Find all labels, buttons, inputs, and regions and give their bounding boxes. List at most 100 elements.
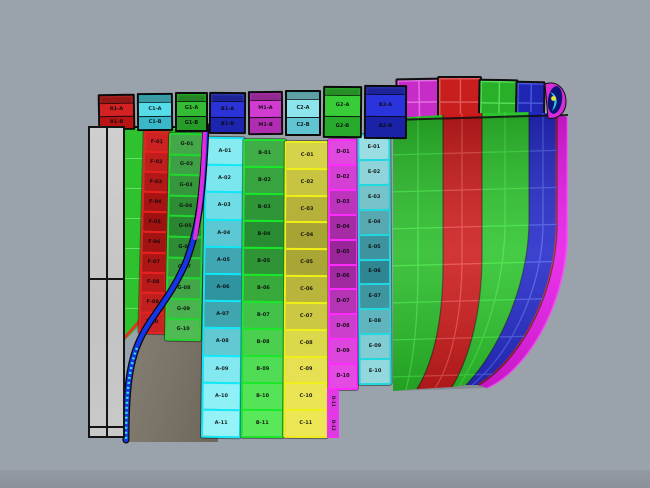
plate-yellow-7[interactable]: C-07 [285,301,327,329]
plate-cyan-3[interactable]: A-03 [205,191,243,219]
plate-green1-7[interactable]: G-07 [168,256,201,278]
plate-cyan-11[interactable]: A-11 [202,408,240,437]
plate-red-5[interactable]: F-05 [143,211,167,232]
strake-red[interactable] [417,113,482,389]
box-cell-fb2-2[interactable]: C1-B [139,115,172,130]
plate-yellow-3[interactable]: C-03 [286,194,328,222]
plate-yellow-4[interactable]: C-04 [286,221,328,249]
box-cell-fb8-1[interactable]: B2-A [365,94,406,116]
plate-red-2[interactable]: F-02 [144,150,169,172]
plate-green1-8[interactable]: G-08 [167,276,201,299]
plate-green1-3[interactable]: G-03 [169,173,203,196]
plate-green1-9[interactable]: G-09 [167,297,200,319]
plate-yellow-10[interactable]: C-10 [285,382,327,410]
plate-yellow-11[interactable]: C-11 [285,409,327,437]
plate-teal-7[interactable]: E-07 [360,283,390,309]
plate-teal-4[interactable]: E-04 [359,208,389,234]
plate-teal-8[interactable]: E-08 [360,308,390,334]
strake-edge-magenta[interactable] [479,114,567,388]
strake-blue[interactable] [466,112,557,385]
plate-cyan-8[interactable]: A-08 [204,327,241,355]
plate-cyan-10[interactable]: A-10 [203,381,240,410]
plate-green2-11[interactable]: B-11 [242,408,282,437]
plate-magenta-8[interactable]: D-08 [330,313,356,339]
plate-teal-2[interactable]: E-02 [359,158,389,184]
plate-red-7[interactable]: F-07 [141,251,166,272]
top-box-pale-cyan[interactable]: C2-A C2-B [285,90,321,136]
plate-green1-1[interactable]: G-01 [170,134,204,154]
back-panel-red[interactable] [437,76,482,150]
plate-yellow-8[interactable]: C-08 [285,328,327,356]
back-panel-green[interactable] [477,78,519,148]
plate-magenta-7[interactable]: D-07 [330,288,356,314]
box-cell-fb7-2[interactable]: G2-B [324,115,360,137]
plate-magenta-10[interactable]: D-10 [330,363,356,389]
box-cell-fb6-1[interactable]: C2-A [287,100,319,117]
edge-strip-cell-2[interactable]: D-12 [328,413,338,437]
plate-teal-1[interactable]: E-01 [359,135,389,159]
box-cell-fb8-2[interactable]: B2-B [365,115,405,138]
plate-column-teal[interactable]: E-01 E-02 E-03 E-04 E-05 E-06 E-07 E-08 E-09 E-10 [356,132,393,387]
box-cell-fb1-1[interactable]: R1-A [99,103,134,116]
plate-green1-6[interactable]: G-06 [168,235,202,257]
plate-teal-6[interactable]: E-06 [359,258,390,284]
plate-cyan-4[interactable]: A-04 [205,218,242,247]
box-cell-fb4-1[interactable]: B1-A [210,101,245,117]
box-cell-fb5-2[interactable]: M1-B [250,116,282,134]
flat-plate-panel[interactable] [88,126,125,438]
plate-red-8[interactable]: F-08 [141,271,165,293]
plate-red-4[interactable]: F-04 [143,190,168,212]
plate-cyan-7[interactable]: A-07 [204,299,241,328]
plate-green1-5[interactable]: G-05 [169,215,202,237]
plate-teal-9[interactable]: E-09 [360,333,390,359]
plate-column-cyan[interactable]: A-01 A-02 A-03 A-04 A-05 A-06 A-07 A-08 A-09 A-10… [199,135,247,440]
plate-magenta-6[interactable]: D-06 [330,263,356,289]
plate-magenta-3[interactable]: D-03 [330,188,356,214]
plate-green1-10[interactable]: G-10 [166,317,200,340]
edge-strip-cell-1[interactable]: D-11 [328,390,338,413]
box-cell-fb6-2[interactable]: C2-B [287,116,319,134]
plate-red-1[interactable]: F-01 [145,132,169,152]
plate-green2-5[interactable]: B-05 [244,246,284,275]
plate-yellow-2[interactable]: C-02 [286,167,328,195]
plate-green2-3[interactable]: B-03 [244,192,284,221]
plate-teal-3[interactable]: E-03 [359,183,389,209]
plate-green2-6[interactable]: B-06 [243,273,284,302]
plate-teal-10[interactable]: E-10 [360,358,390,384]
plate-yellow-1[interactable]: C-01 [286,142,328,168]
plate-magenta-9[interactable]: D-09 [330,338,356,364]
magenta-edge-strip[interactable]: D-11 D-12 [327,389,339,438]
plate-cyan-5[interactable]: A-05 [205,245,242,274]
plate-green2-7[interactable]: B-07 [243,300,283,329]
strake-green-1[interactable] [393,115,443,391]
box-cell-fb5-1[interactable]: M1-A [249,100,282,117]
top-box-blue[interactable]: B1-A B1-B [208,91,247,135]
top-box-blue-2[interactable]: B2-A B2-B [363,84,408,140]
plate-magenta-5[interactable]: D-05 [330,238,356,264]
plate-red-3[interactable]: F-03 [144,170,168,192]
plate-cyan-1[interactable]: A-01 [206,138,244,165]
box-cell-fb7-1[interactable]: G2-A [324,95,361,116]
plate-magenta-4[interactable]: D-04 [330,213,356,239]
top-box-green[interactable]: G1-A G1-B [175,92,208,132]
plate-yellow-5[interactable]: C-05 [286,248,328,276]
plate-magenta-1[interactable]: D-01 [330,141,356,164]
plate-teal-5[interactable]: E-05 [359,233,389,259]
plate-green2-4[interactable]: B-04 [244,219,284,248]
plate-green2-9[interactable]: B-09 [243,354,283,383]
plate-red-9[interactable]: F-09 [140,291,165,313]
top-box-green-2[interactable]: G2-A G2-B [322,85,363,139]
plate-red-10[interactable]: F-10 [140,311,164,333]
plate-cyan-9[interactable]: A-09 [203,354,241,382]
top-box-magenta[interactable]: M1-A M1-B [247,90,284,136]
box-cell-fb4-2[interactable]: B1-B [210,116,244,133]
plate-yellow-9[interactable]: C-09 [285,355,327,383]
plate-green2-8[interactable]: B-08 [243,327,283,356]
box-cell-fb2-1[interactable]: C1-A [138,102,172,116]
plate-column-yellow[interactable]: C-01 C-02 C-03 C-04 C-05 C-06 C-07 C-08 C-09 C-10… [282,139,331,440]
plate-red-6[interactable]: F-06 [142,231,167,252]
plate-magenta-2[interactable]: D-02 [330,163,356,189]
plate-column-magenta[interactable]: D-01 D-02 D-03 D-04 D-05 D-06 D-07 D-08 D-09 D-10 [327,138,359,391]
back-panel-blue[interactable] [514,80,546,144]
